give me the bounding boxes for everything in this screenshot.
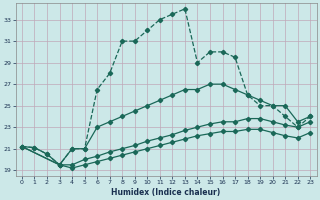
X-axis label: Humidex (Indice chaleur): Humidex (Indice chaleur) bbox=[111, 188, 221, 197]
